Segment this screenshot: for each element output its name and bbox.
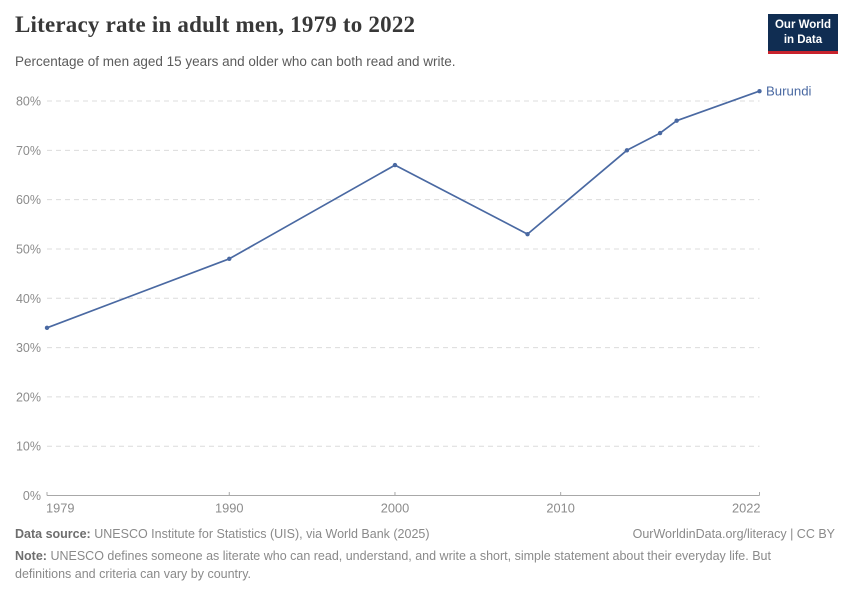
series-label-burundi[interactable]: Burundi xyxy=(766,84,812,99)
data-point-marker[interactable] xyxy=(757,88,762,94)
x-tick-label: 1979 xyxy=(46,501,74,516)
y-tick-label: 60% xyxy=(16,193,41,207)
page-title: Literacy rate in adult men, 1979 to 2022 xyxy=(15,12,416,37)
x-tick-label: 1990 xyxy=(215,501,243,516)
footnote: Note: UNESCO defines someone as literate… xyxy=(15,547,815,583)
y-tick-label: 80% xyxy=(16,95,41,109)
y-tick-label: 0% xyxy=(23,489,41,503)
data-point-marker[interactable] xyxy=(624,148,630,153)
footnote-label: Note: xyxy=(15,549,47,563)
data-source-label: Data source: xyxy=(15,527,91,541)
data-point-marker[interactable] xyxy=(674,118,679,123)
data-point-marker[interactable] xyxy=(44,325,50,331)
data-source-text: UNESCO Institute for Statistics (UIS), v… xyxy=(94,527,430,541)
data-point-marker[interactable] xyxy=(392,162,398,168)
y-tick-label: 70% xyxy=(16,144,41,158)
y-tick-label: 40% xyxy=(16,292,41,306)
footnote-text: UNESCO defines someone as literate who c… xyxy=(15,549,771,582)
owid-logo-line2: in Data xyxy=(783,33,823,46)
x-tick-label: 2000 xyxy=(381,501,409,516)
x-tick-label: 2010 xyxy=(546,501,574,516)
y-tick-label: 30% xyxy=(16,341,41,355)
data-point-marker[interactable] xyxy=(525,231,530,237)
owid-logo[interactable]: Our World in Data xyxy=(767,14,838,54)
data-point-marker[interactable] xyxy=(227,256,232,261)
trend-line-burundi[interactable] xyxy=(46,90,761,329)
y-tick-label: 20% xyxy=(16,390,41,404)
data-source: Data source: UNESCO Institute for Statis… xyxy=(15,527,430,541)
y-tick-label: 50% xyxy=(16,242,41,256)
chart-footer: Data source: UNESCO Institute for Statis… xyxy=(15,527,835,583)
owid-license-link[interactable]: OurWorldinData.org/literacy | CC BY xyxy=(632,527,835,541)
owid-logo-line1: Our World xyxy=(774,19,831,31)
literacy-line-chart: 0% 10% 20% 30% 40% 50% 60% 70% 80% 1979 1990 2000 20… xyxy=(16,84,812,516)
chart-subtitle: Percentage of men aged 15 years and olde… xyxy=(15,54,456,69)
data-point-marker[interactable] xyxy=(657,130,663,136)
y-tick-label: 10% xyxy=(16,440,41,454)
x-tick-label: 2022 xyxy=(732,501,760,516)
